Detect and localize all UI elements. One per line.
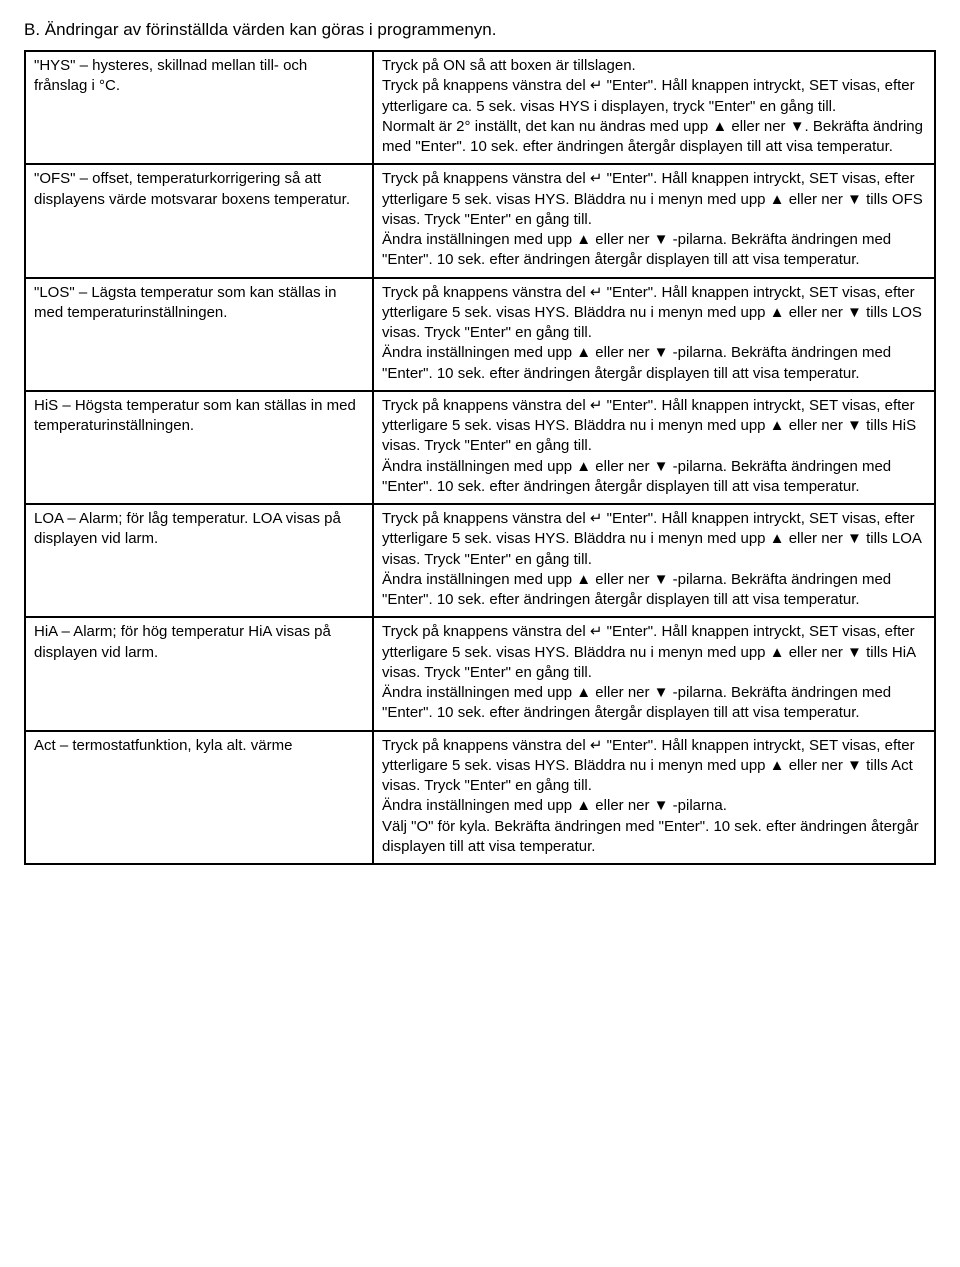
section-heading: B. Ändringar av förinställda värden kan … <box>24 20 936 40</box>
table-row: HiS – Högsta temperatur som kan ställas … <box>25 391 935 504</box>
param-cell: HiS – Högsta temperatur som kan ställas … <box>25 391 373 504</box>
instruction-cell: Tryck på knappens vänstra del ↵ "Enter".… <box>373 617 935 730</box>
instruction-cell: Tryck på knappens vänstra del ↵ "Enter".… <box>373 731 935 865</box>
param-cell: "HYS" – hysteres, skillnad mellan till- … <box>25 51 373 164</box>
table-row: Act – termostatfunktion, kyla alt. värme… <box>25 731 935 865</box>
param-cell: "OFS" – offset, temperaturkorrigering så… <box>25 164 373 277</box>
param-cell: Act – termostatfunktion, kyla alt. värme <box>25 731 373 865</box>
param-cell: LOA – Alarm; för låg temperatur. LOA vis… <box>25 504 373 617</box>
param-cell: "LOS" – Lägsta temperatur som kan ställa… <box>25 278 373 391</box>
table-row: "OFS" – offset, temperaturkorrigering så… <box>25 164 935 277</box>
instruction-cell: Tryck på ON så att boxen är tillslagen.T… <box>373 51 935 164</box>
settings-table: "HYS" – hysteres, skillnad mellan till- … <box>24 50 936 865</box>
instruction-cell: Tryck på knappens vänstra del ↵ "Enter".… <box>373 391 935 504</box>
table-row: "HYS" – hysteres, skillnad mellan till- … <box>25 51 935 164</box>
instruction-cell: Tryck på knappens vänstra del ↵ "Enter".… <box>373 278 935 391</box>
instruction-cell: Tryck på knappens vänstra del ↵ "Enter".… <box>373 504 935 617</box>
param-cell: HiA – Alarm; för hög temperatur HiA visa… <box>25 617 373 730</box>
table-row: HiA – Alarm; för hög temperatur HiA visa… <box>25 617 935 730</box>
table-row: LOA – Alarm; för låg temperatur. LOA vis… <box>25 504 935 617</box>
instruction-cell: Tryck på knappens vänstra del ↵ "Enter".… <box>373 164 935 277</box>
table-row: "LOS" – Lägsta temperatur som kan ställa… <box>25 278 935 391</box>
